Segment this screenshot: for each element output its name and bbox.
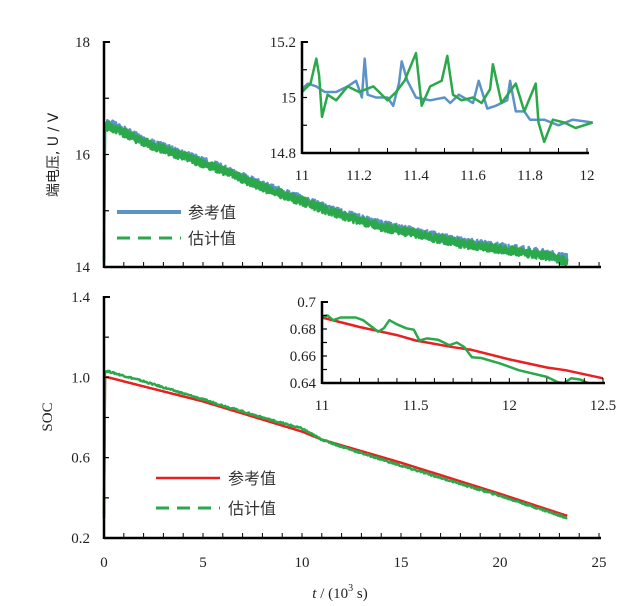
x-tick-label: 11 [295,168,309,184]
y-tick-label: 16 [75,148,91,164]
y-tick-label: 0.68 [290,322,316,338]
y-tick-label: 15 [281,91,296,107]
y-tick-label: 1.0 [71,370,90,386]
voltage-ylabel: 端电压, U / V [46,112,62,197]
y-tick-label: 0.6 [71,451,90,467]
x-tick-label: 10 [295,555,310,571]
series-line-estimate [102,120,569,267]
xlabel-var: t [312,586,317,602]
voltage-panel: 14 16 18 端电压, U / V 参考值 估计值 [46,35,601,276]
y-tick-label: 0.64 [290,376,317,392]
soc-inset: 0.64 0.66 0.68 0.7 11 11.5 12 12.5 [290,295,616,414]
series-line-reference [301,57,593,127]
y-tick-label: 14 [75,260,91,276]
x-tick-label: 12 [580,168,595,184]
y-tick-label: 14.8 [270,146,296,162]
legend-label-reference: 参考值 [228,469,276,488]
x-tick-label: 11.2 [346,168,372,184]
x-tick-label: 11.4 [403,168,429,184]
y-tick-label: 1.4 [71,290,90,306]
y-tick-label: 15.2 [270,35,296,51]
x-tick-label: 20 [493,555,508,571]
x-tick-label: 11 [315,398,329,414]
y-tick-label: 0.66 [290,349,317,365]
x-tick-label: 15 [394,555,409,571]
series-line-estimate [102,369,568,520]
soc-ylabel: SOC [40,402,56,431]
legend-label-reference: 参考值 [188,203,236,222]
voltage-legend: 参考值 估计值 [117,203,236,248]
x-tick-label: 12 [502,398,517,414]
x-tick-label: 12.5 [590,398,616,414]
xlabel-sup: 3 [348,583,353,594]
y-tick-label: 0.2 [71,531,90,547]
x-tick-label: 0 [100,555,108,571]
series-line-estimate [321,314,589,385]
legend-label-estimate: 估计值 [188,229,236,248]
y-tick-label: 0.7 [297,295,316,311]
series-line-estimate [301,51,594,144]
legend-label-estimate: 估计值 [228,499,276,518]
y-tick-label: 18 [75,35,90,51]
xlabel-unit-pre: / (10 [316,586,348,602]
x-tick-label: 5 [199,555,207,571]
x-tick-label: 11.8 [517,168,543,184]
voltage-inset: 14.8 15 15.2 11 11.2 11.4 11.6 11.8 12 [270,35,595,184]
soc-legend: 参考值 估计值 [156,469,276,518]
time-xlabel: t / (103 s) [312,583,367,602]
x-tick-label: 11.5 [403,398,429,414]
xlabel-unit-post: s) [353,586,368,602]
x-tick-label: 25 [592,555,607,571]
soc-panel: 0.2 0.6 1.0 1.4 0 5 10 15 20 25 SOC t / (103 s) 参… [40,290,607,602]
x-tick-label: 11.6 [460,168,486,184]
